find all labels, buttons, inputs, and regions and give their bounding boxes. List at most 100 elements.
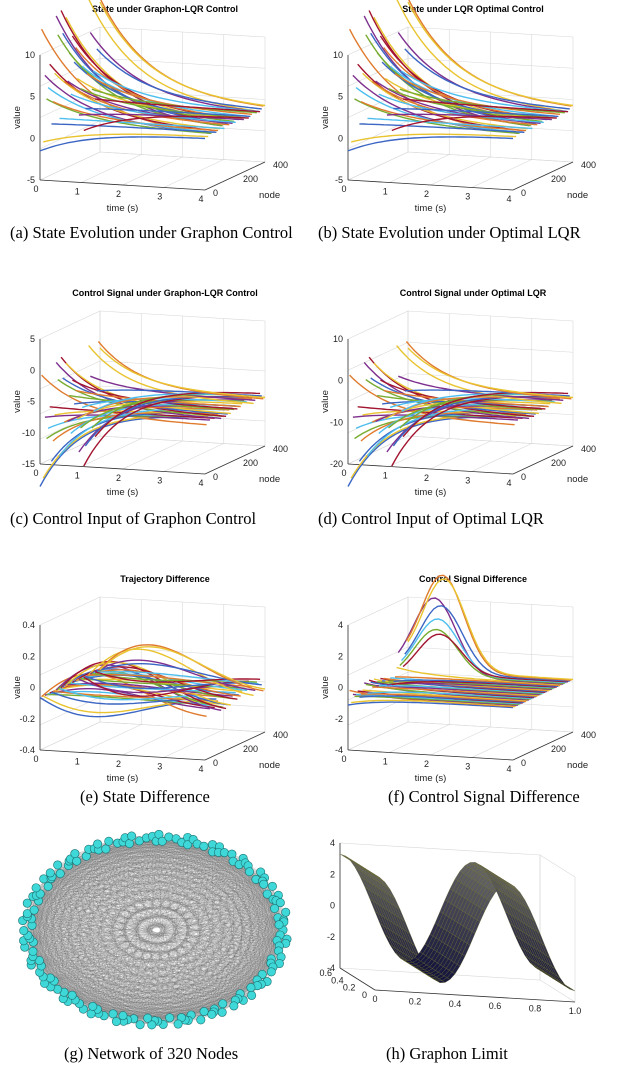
trajectory-line <box>54 684 220 705</box>
trajectory-line <box>359 123 525 133</box>
trajectory-line <box>394 676 561 687</box>
network-node <box>124 839 134 849</box>
z-tick-label: -2 <box>327 932 335 942</box>
trajectory-line <box>51 123 217 133</box>
x-tick-label: 2 <box>424 759 429 769</box>
x-tick-label: 4 <box>198 478 203 488</box>
trajectory-line <box>63 81 230 126</box>
network-node <box>147 1020 157 1030</box>
y-tick-label: -5 <box>27 175 35 185</box>
trajectory-line <box>396 666 562 686</box>
network-node <box>127 831 137 841</box>
network-node <box>101 844 111 854</box>
network-node <box>270 904 280 914</box>
trajectory-line <box>95 98 261 113</box>
network-node <box>53 860 63 870</box>
node-tick-label: 200 <box>551 458 566 468</box>
network-node <box>275 898 285 908</box>
x-tick-label: 0.4 <box>449 999 462 1009</box>
trajectory-line <box>83 115 249 132</box>
x-tick-label: 2 <box>116 473 121 483</box>
y-tick-label: 0.2 <box>343 983 356 993</box>
x-tick-label: 0 <box>341 754 346 764</box>
network-node <box>143 1013 153 1023</box>
network-node <box>67 990 77 1000</box>
trajectory-line <box>378 93 544 124</box>
trajectory-line <box>367 117 533 130</box>
x-tick-label: 0 <box>33 184 38 194</box>
plot-panel-c: Control Signal under Graphon-LQR Control… <box>10 284 310 499</box>
network-node <box>29 905 39 915</box>
trajectory-curves <box>39 341 266 487</box>
x-tick-label: 3 <box>465 762 470 772</box>
plot-panel-a: State under Graphon-LQR Control 10 5 0 -5 0 1 2… <box>10 0 310 215</box>
x-tick-label: 2 <box>424 189 429 199</box>
y-tick-label: 0.2 <box>22 651 35 661</box>
plot-panel-b: State under LQR Optimal Control 10 5 0 -5 0 1 2… <box>318 0 618 215</box>
plot-title: Control Signal under Graphon-LQR Control <box>72 288 258 298</box>
trajectory-line <box>77 678 243 692</box>
network-node <box>246 983 256 993</box>
trajectory-line <box>43 133 209 143</box>
x-tick-label: 1 <box>383 757 388 767</box>
network-node <box>88 1001 98 1011</box>
x-tick-label: 0 <box>341 468 346 478</box>
network-node <box>135 1020 145 1030</box>
network-node <box>173 1019 183 1029</box>
y-tick-label: 0 <box>30 133 35 143</box>
trajectory-line <box>388 680 554 690</box>
network-graph <box>18 829 292 1030</box>
trajectory-line <box>404 48 570 110</box>
y-tick-label: 10 <box>25 50 35 60</box>
x-tick-label: 2 <box>116 759 121 769</box>
trajectory-line <box>388 87 554 119</box>
x-tick-label: 1.0 <box>569 1006 582 1016</box>
trajectory-curves <box>347 341 574 487</box>
node-tick-label: 0 <box>521 188 526 198</box>
trajectory-line <box>407 1 574 107</box>
trajectory-line <box>350 415 517 479</box>
trajectory-line <box>351 699 517 707</box>
y-tick-label: -0.2 <box>19 714 35 724</box>
x-axis-label: time (s) <box>107 487 139 498</box>
x-tick-label: 0 <box>372 994 377 1004</box>
trajectory-line <box>391 681 557 688</box>
y-axis-label: value <box>12 390 23 413</box>
network-node <box>28 946 38 956</box>
y-tick-label: 0.4 <box>331 975 344 985</box>
trajectory-line <box>58 408 225 457</box>
x-tick-label: 3 <box>465 192 470 202</box>
x-tick-label: 1 <box>383 471 388 481</box>
network-node <box>266 967 276 977</box>
trajectory-line <box>67 80 233 124</box>
node-tick-label: 200 <box>551 174 566 184</box>
y-tick-label: -15 <box>22 459 35 469</box>
z-axis-label: node <box>259 760 280 771</box>
trajectory-line <box>397 32 564 112</box>
network-node <box>219 848 229 858</box>
node-tick-label: 0 <box>213 472 218 482</box>
plot-title: State under LQR Optimal Control <box>402 4 544 14</box>
network-node <box>267 881 277 891</box>
y-axis-label: value <box>320 106 331 129</box>
x-tick-label: 4 <box>506 194 511 204</box>
trajectory-line <box>94 391 261 438</box>
y-tick-label: -10 <box>22 428 35 438</box>
y-tick-label: 0 <box>30 683 35 693</box>
node-tick-label: 400 <box>273 160 288 170</box>
x-tick-label: 0 <box>33 468 38 478</box>
y-tick-label: 0.4 <box>22 620 35 630</box>
y-tick-label: 0.6 <box>319 968 332 978</box>
trajectory-curves <box>39 644 266 718</box>
network-node <box>118 1011 128 1021</box>
x-tick-label: 0.6 <box>489 1001 502 1011</box>
plot-title: Control Signal under Optimal LQR <box>399 288 547 298</box>
x-tick-label: 4 <box>198 764 203 774</box>
node-tick-label: 200 <box>243 458 258 468</box>
plot-panel-e: Trajectory Difference 0.4 0.2 0 -0.2 -0.4 0 1 2 3… <box>10 570 310 785</box>
network-node <box>19 926 29 936</box>
plot-title: Trajectory Difference <box>120 574 210 584</box>
